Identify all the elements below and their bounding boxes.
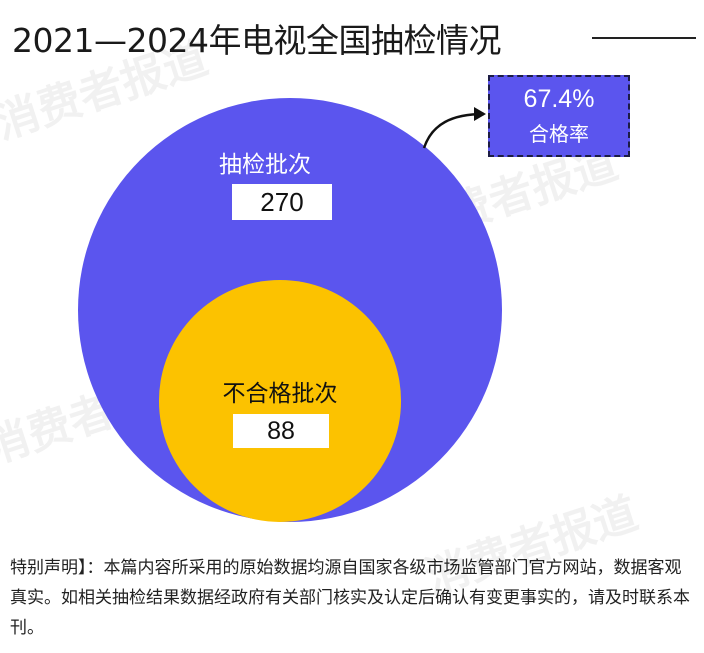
pass-rate-value: 67.4% bbox=[523, 85, 595, 113]
total-batches-label: 抽检批次 bbox=[219, 152, 311, 178]
pass-rate-label: 合格率 bbox=[529, 122, 589, 146]
unqualified-batches-value: 88 bbox=[233, 414, 329, 448]
chart-title: 2021—2024年电视全国抽检情况 bbox=[12, 21, 501, 60]
title-divider bbox=[592, 37, 696, 39]
pass-rate-box: 67.4% 合格率 bbox=[488, 75, 630, 157]
arrowhead-icon bbox=[474, 107, 486, 121]
total-batches-value: 270 bbox=[232, 184, 332, 220]
unqualified-batches-label: 不合格批次 bbox=[222, 381, 338, 407]
disclaimer-text: 特别声明】：本篇内容所采用的原始数据均源自国家各级市场监管部门官方网站，数据客观… bbox=[10, 558, 690, 638]
bubble-unqualified bbox=[158, 279, 402, 522]
